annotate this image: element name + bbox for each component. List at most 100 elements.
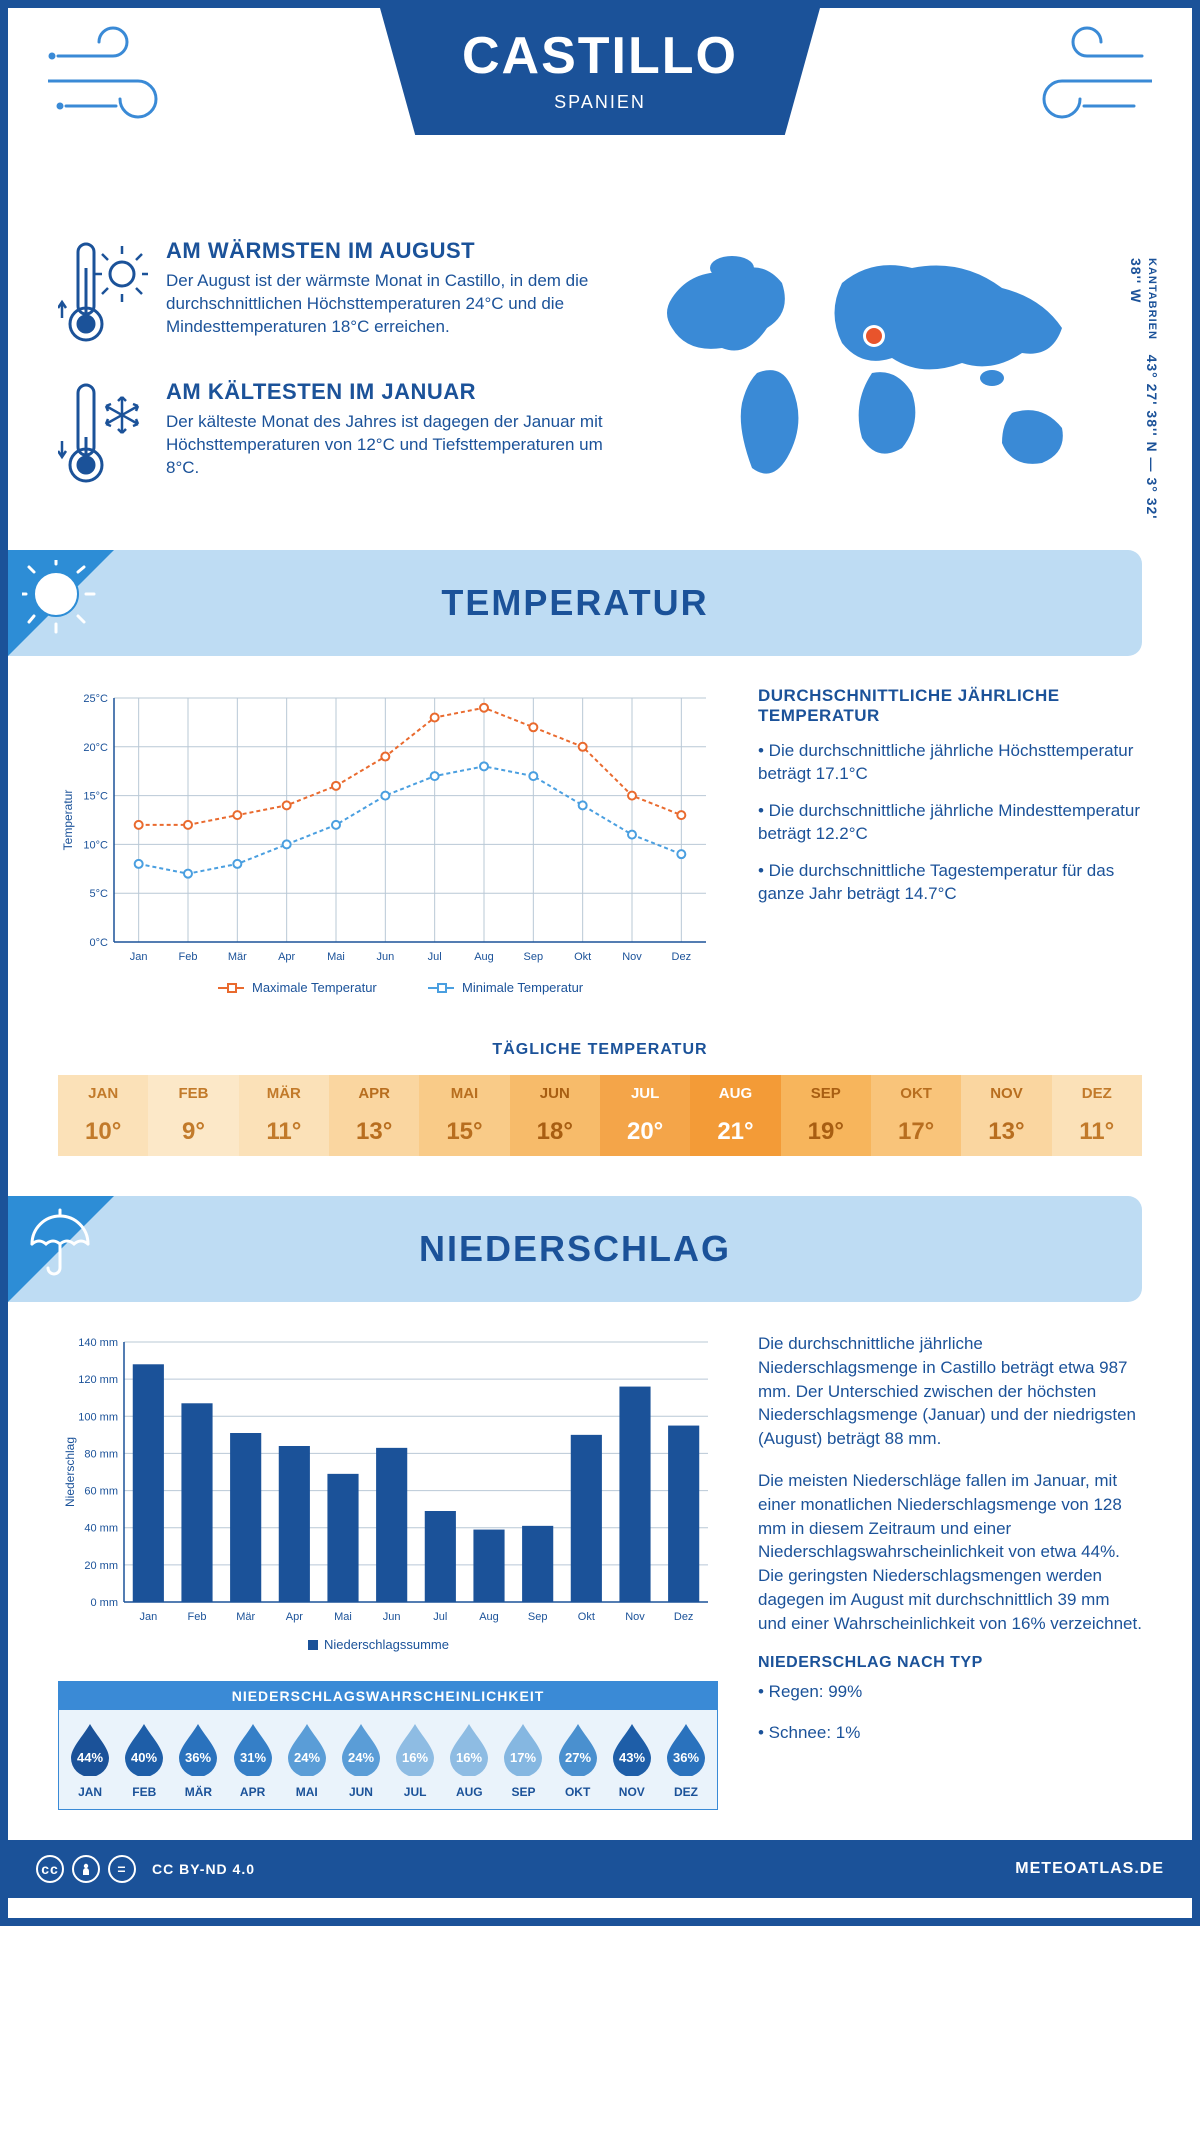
svg-text:60 mm: 60 mm xyxy=(84,1486,118,1498)
daily-temp-title: TÄGLICHE TEMPERATUR xyxy=(58,1041,1142,1059)
svg-text:Aug: Aug xyxy=(474,951,494,963)
svg-text:24%: 24% xyxy=(294,1750,320,1765)
daily-temperature: TÄGLICHE TEMPERATUR JAN10°FEB9°MÄR11°APR… xyxy=(8,1041,1192,1196)
temperature-title: TEMPERATUR xyxy=(441,582,708,624)
prob-cell: 43% NOV xyxy=(605,1722,659,1799)
temperature-chart: 0°C5°C10°C15°C20°C25°CJanFebMärAprMaiJun… xyxy=(58,686,718,1011)
fact-warmest: AM WÄRMSTEN IM AUGUST Der August ist der… xyxy=(58,238,612,353)
svg-text:Niederschlag: Niederschlag xyxy=(63,1437,77,1507)
prob-cell: 24% MAI xyxy=(280,1722,334,1799)
svg-text:27%: 27% xyxy=(565,1750,591,1765)
wind-icon-left xyxy=(48,26,188,141)
daily-temp-cell: SEP19° xyxy=(781,1075,871,1156)
svg-text:Niederschlagssumme: Niederschlagssumme xyxy=(324,1637,449,1652)
precipitation-probability: NIEDERSCHLAGSWAHRSCHEINLICHKEIT 44% JAN … xyxy=(58,1681,718,1810)
svg-text:Nov: Nov xyxy=(625,1611,645,1623)
prob-cell: 36% MÄR xyxy=(171,1722,225,1799)
prob-cell: 44% JAN xyxy=(63,1722,117,1799)
svg-text:24%: 24% xyxy=(348,1750,374,1765)
daily-temp-cell: MÄR11° xyxy=(239,1075,329,1156)
svg-text:20°C: 20°C xyxy=(83,742,108,754)
cc-icon: cc xyxy=(36,1855,64,1883)
svg-text:Temperatur: Temperatur xyxy=(61,790,75,851)
svg-text:Okt: Okt xyxy=(578,1611,595,1623)
daily-temp-cell: JUL20° xyxy=(600,1075,690,1156)
svg-text:25°C: 25°C xyxy=(83,693,108,705)
temperature-info: DURCHSCHNITTLICHE JÄHRLICHE TEMPERATUR •… xyxy=(758,686,1142,1011)
svg-text:Feb: Feb xyxy=(188,1611,207,1623)
temp-bullet-1: • Die durchschnittliche jährliche Mindes… xyxy=(758,800,1142,846)
wind-icon-right xyxy=(1012,26,1152,141)
prob-cell: 16% JUL xyxy=(388,1722,442,1799)
fact-cold-title: AM KÄLTESTEN IM JANUAR xyxy=(166,379,612,405)
precip-text-2: Die meisten Niederschläge fallen im Janu… xyxy=(758,1469,1142,1636)
license-badges: cc = CC BY-ND 4.0 xyxy=(36,1855,255,1883)
svg-text:0°C: 0°C xyxy=(90,937,109,949)
svg-text:Jun: Jun xyxy=(376,951,394,963)
svg-text:80 mm: 80 mm xyxy=(84,1448,118,1460)
prob-cell: 24% JUN xyxy=(334,1722,388,1799)
svg-text:16%: 16% xyxy=(456,1750,482,1765)
header: CASTILLO SPANIEN xyxy=(8,8,1192,228)
fact-cold-text: Der kälteste Monat des Jahres ist dagege… xyxy=(166,411,612,480)
svg-text:Mär: Mär xyxy=(236,1611,255,1623)
prob-cell: 36% DEZ xyxy=(659,1722,713,1799)
svg-text:Jan: Jan xyxy=(139,1611,157,1623)
daily-temp-cell: APR13° xyxy=(329,1075,419,1156)
svg-text:31%: 31% xyxy=(240,1750,266,1765)
svg-text:5°C: 5°C xyxy=(90,888,109,900)
nd-icon: = xyxy=(108,1855,136,1883)
license-text: CC BY-ND 4.0 xyxy=(152,1861,255,1877)
svg-text:36%: 36% xyxy=(673,1750,699,1765)
svg-text:Feb: Feb xyxy=(179,951,198,963)
svg-text:120 mm: 120 mm xyxy=(78,1374,118,1386)
svg-text:20 mm: 20 mm xyxy=(84,1560,118,1572)
svg-text:Apr: Apr xyxy=(286,1611,303,1623)
precipitation-header: NIEDERSCHLAG xyxy=(8,1196,1142,1302)
svg-text:17%: 17% xyxy=(510,1750,536,1765)
prob-title: NIEDERSCHLAGSWAHRSCHEINLICHKEIT xyxy=(59,1682,717,1710)
svg-text:Aug: Aug xyxy=(479,1611,499,1623)
prob-cell: 16% AUG xyxy=(442,1722,496,1799)
daily-temp-cell: OKT17° xyxy=(871,1075,961,1156)
fact-warm-title: AM WÄRMSTEN IM AUGUST xyxy=(166,238,612,264)
intro-section: AM WÄRMSTEN IM AUGUST Der August ist der… xyxy=(8,228,1192,550)
svg-text:Dez: Dez xyxy=(674,1611,694,1623)
daily-temp-cell: AUG21° xyxy=(690,1075,780,1156)
site-name: METEOATLAS.DE xyxy=(1015,1860,1164,1878)
daily-temp-cell: MAI15° xyxy=(419,1075,509,1156)
svg-text:36%: 36% xyxy=(185,1750,211,1765)
svg-text:Mär: Mär xyxy=(228,951,247,963)
temperature-header: TEMPERATUR xyxy=(8,550,1142,656)
svg-text:Sep: Sep xyxy=(524,951,544,963)
svg-text:0 mm: 0 mm xyxy=(91,1597,119,1609)
precipitation-chart: 0 mm20 mm40 mm60 mm80 mm100 mm120 mm140 … xyxy=(58,1332,718,1667)
fact-warm-text: Der August ist der wärmste Monat in Cast… xyxy=(166,270,612,339)
svg-text:Dez: Dez xyxy=(672,951,692,963)
fact-coldest: AM KÄLTESTEN IM JANUAR Der kälteste Mona… xyxy=(58,379,612,494)
svg-text:44%: 44% xyxy=(77,1750,103,1765)
temp-bullet-0: • Die durchschnittliche jährliche Höchst… xyxy=(758,740,1142,786)
precip-type-1: • Schnee: 1% xyxy=(758,1721,1142,1745)
svg-text:Maximale Temperatur: Maximale Temperatur xyxy=(252,980,377,995)
svg-text:Mai: Mai xyxy=(334,1611,352,1623)
page-subtitle: SPANIEN xyxy=(380,92,820,113)
daily-temp-cell: FEB9° xyxy=(148,1075,238,1156)
thermometer-hot-icon xyxy=(58,238,148,353)
svg-text:40 mm: 40 mm xyxy=(84,1523,118,1535)
precipitation-info: Die durchschnittliche jährliche Niedersc… xyxy=(758,1332,1142,1810)
umbrella-icon xyxy=(22,1206,96,1285)
daily-temp-cell: NOV13° xyxy=(961,1075,1051,1156)
svg-text:Sep: Sep xyxy=(528,1611,548,1623)
title-bar: CASTILLO SPANIEN xyxy=(380,8,820,135)
prob-cell: 17% SEP xyxy=(496,1722,550,1799)
daily-temp-cell: DEZ11° xyxy=(1052,1075,1142,1156)
svg-text:100 mm: 100 mm xyxy=(78,1411,118,1423)
svg-text:Minimale Temperatur: Minimale Temperatur xyxy=(462,980,584,995)
footer: cc = CC BY-ND 4.0 METEOATLAS.DE xyxy=(8,1840,1192,1898)
svg-text:10°C: 10°C xyxy=(83,839,108,851)
svg-text:Apr: Apr xyxy=(278,951,295,963)
svg-text:Jul: Jul xyxy=(428,951,442,963)
svg-text:Jun: Jun xyxy=(383,1611,401,1623)
svg-text:16%: 16% xyxy=(402,1750,428,1765)
